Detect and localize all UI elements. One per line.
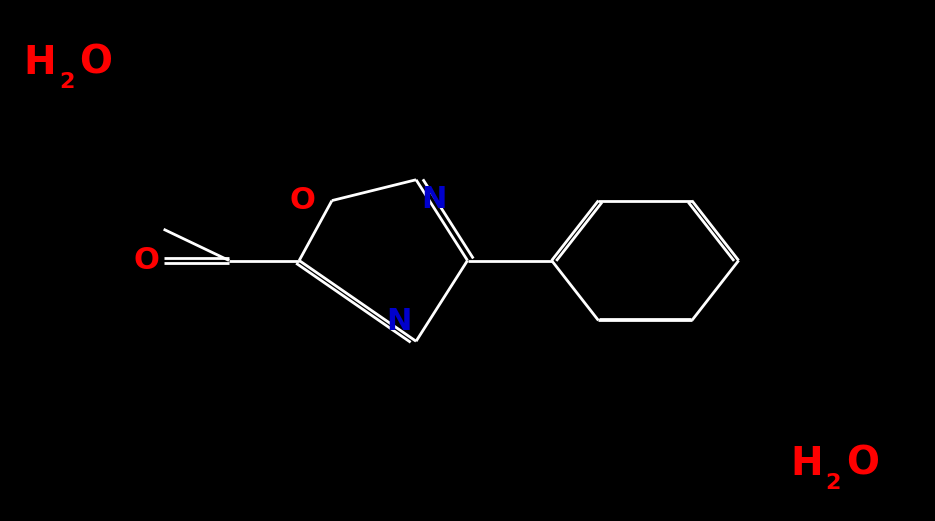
Text: N: N: [386, 307, 411, 336]
Text: N: N: [421, 185, 446, 214]
Text: H: H: [23, 44, 56, 81]
Text: 2: 2: [59, 72, 74, 92]
Text: O: O: [133, 246, 159, 275]
Text: O: O: [846, 445, 879, 482]
Text: H: H: [790, 445, 823, 482]
Text: 2: 2: [826, 474, 841, 493]
Text: O: O: [79, 44, 112, 81]
Text: O: O: [289, 186, 315, 215]
